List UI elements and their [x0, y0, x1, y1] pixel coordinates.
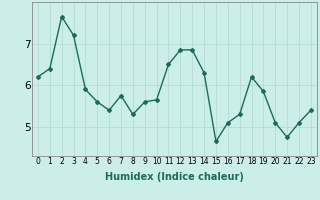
X-axis label: Humidex (Indice chaleur): Humidex (Indice chaleur): [105, 172, 244, 182]
